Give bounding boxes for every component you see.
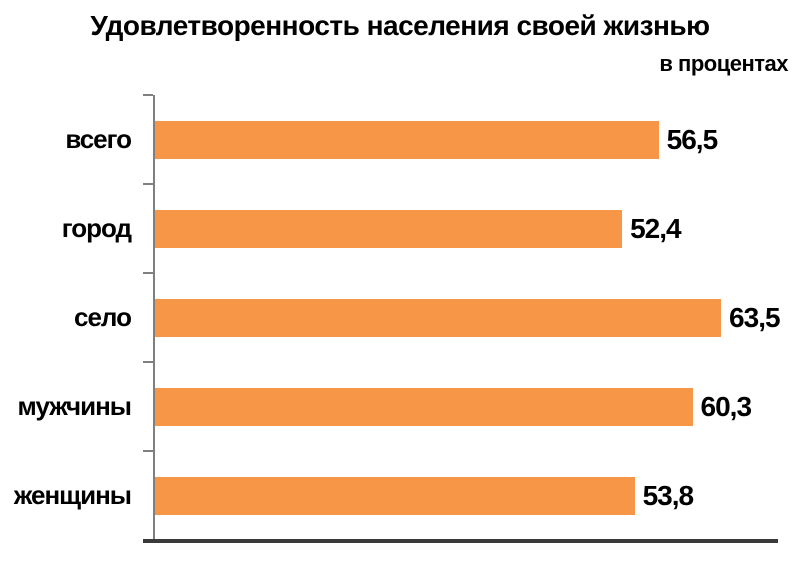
bar-row-1: 56,5 <box>155 95 779 184</box>
value-label-5: 53,8 <box>642 479 694 511</box>
chart-units-label: в процентах <box>659 51 788 76</box>
category-axis-labels: всего город село мужчины женщины <box>0 95 132 540</box>
bar-row-5: 53,8 <box>155 451 779 540</box>
category-label-5: женщины <box>13 480 132 510</box>
category-label-4: мужчины <box>17 391 132 421</box>
category-label-3: село <box>74 302 132 332</box>
x-axis-baseline <box>143 539 778 543</box>
value-label-4: 60,3 <box>700 390 752 422</box>
y-axis-tick <box>143 450 153 452</box>
y-axis-tick <box>143 183 153 185</box>
bar-1 <box>155 120 659 159</box>
y-axis-tick <box>143 94 153 96</box>
value-label-2: 52,4 <box>630 212 681 244</box>
bar-row-3: 63,5 <box>155 273 781 362</box>
value-label-1: 56,5 <box>666 123 718 155</box>
plot-area: 56,5 52,4 63,5 60,3 53,8 <box>153 95 781 540</box>
bar-row-4: 60,3 <box>155 362 779 451</box>
y-axis-tick <box>143 272 153 274</box>
category-label-2: город <box>61 213 132 243</box>
y-axis-tick <box>143 361 153 363</box>
category-label-1: всего <box>65 124 132 154</box>
chart-title: Удовлетворенность населения своей жизнью <box>90 10 710 41</box>
bar-2 <box>155 209 623 248</box>
value-label-3: 63,5 <box>729 301 780 333</box>
bar-row-2: 52,4 <box>155 184 779 273</box>
y-axis-ticks <box>143 94 153 541</box>
bar-4 <box>155 387 693 426</box>
bar-5 <box>155 476 635 515</box>
bar-3 <box>155 298 722 337</box>
